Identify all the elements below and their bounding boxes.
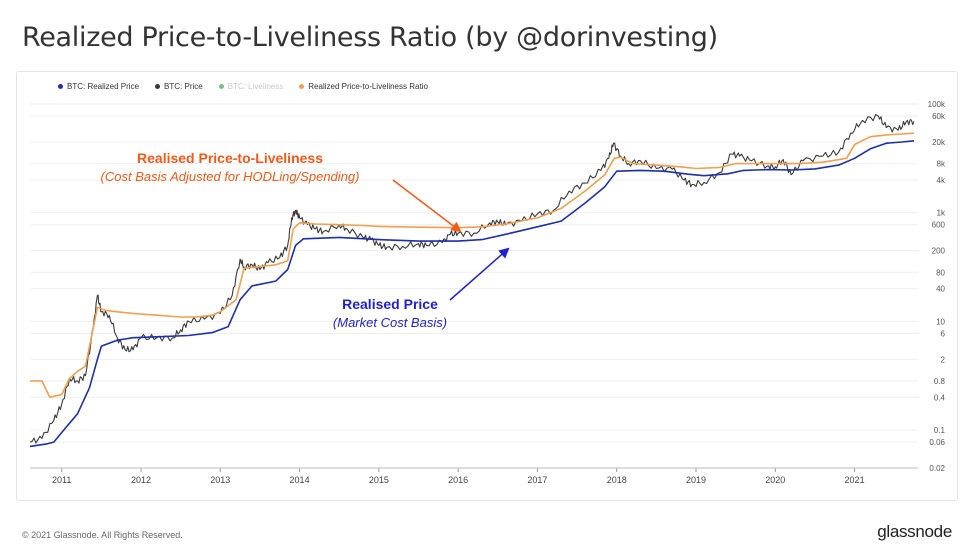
annotation-realized-subtitle: (Market Cost Basis) [332, 315, 448, 330]
x-tick-label-2018: 2018 [607, 475, 627, 485]
legend-dot-price [155, 84, 161, 89]
annotation-arrows [392, 179, 510, 301]
legend-label-realized-price: BTC: Realized Price [67, 82, 140, 91]
legend-item-realized-price[interactable]: BTC: Realized Price [58, 82, 139, 91]
x-tick-label-2015: 2015 [369, 475, 389, 485]
legend-dot-realized-price [58, 84, 63, 89]
y-tick-label-0.1: 0.1 [934, 426, 946, 435]
legend-label-ratio: Realized Price-to-Liveliness Ratio [308, 82, 428, 91]
annotation-realized: Realised Price (Market Cost Basis) [300, 296, 480, 330]
legend-item-ratio[interactable]: Realized Price-to-Liveliness Ratio [299, 82, 428, 91]
legend-label-liveliness: BTC: Liveliness [227, 82, 284, 91]
y-tick-label-20k: 20k [932, 138, 946, 147]
x-axis-ticks: 2011 2012 2013 2014 2015 2016 2017 2018 2019 2020… [30, 467, 918, 485]
page-title: Realized Price-to-Liveliness Ratio (by @… [22, 22, 718, 53]
chart-frame [16, 71, 958, 501]
y-tick-label-4k: 4k [937, 176, 946, 185]
y-tick-label-8k: 8k [937, 160, 946, 169]
arrow-to-ratio-line [392, 179, 462, 233]
y-tick-label-60k: 60k [932, 112, 946, 121]
legend-item-liveliness[interactable]: BTC: Liveliness [218, 82, 284, 91]
x-tick-label-2012: 2012 [131, 475, 151, 485]
chart-legend: BTC: Realized Price BTC: Price BTC: Live… [58, 82, 428, 91]
arrow-to-realized-line [449, 247, 510, 301]
y-tick-label-0.06: 0.06 [929, 438, 945, 447]
y-tick-label-200: 200 [932, 247, 946, 256]
legend-dot-liveliness [218, 84, 224, 89]
x-tick-label-2013: 2013 [210, 475, 230, 485]
legend-dot-ratio [299, 84, 305, 89]
legend-label-price: BTC: Price [164, 82, 203, 91]
y-tick-label-80: 80 [936, 268, 945, 277]
series-line-ratio [30, 132, 915, 399]
x-tick-label-2014: 2014 [290, 475, 310, 485]
x-tick-label-2011: 2011 [52, 475, 71, 485]
y-tick-label-1k: 1k [937, 209, 946, 218]
y-tick-label-2: 2 [941, 355, 946, 364]
series-line-realized [29, 140, 915, 448]
x-tick-label-2017: 2017 [527, 475, 547, 485]
y-tick-label-0.4: 0.4 [934, 393, 946, 402]
y-tick-label-100k: 100k [928, 100, 946, 109]
series-lines [29, 114, 915, 448]
y-axis-ticks: 0.02 0.06 0.1 0.4 0.8 2 6 10 40 80 200 600 1k 4k 8k 20k… [928, 100, 946, 473]
y-tick-label-0.8: 0.8 [934, 377, 946, 386]
glassnode-logo: glassnode [877, 522, 952, 541]
copyright: © 2021 Glassnode. All Rights Reserved. [22, 530, 183, 540]
x-tick-label-2020: 2020 [765, 475, 785, 485]
y-tick-label-10: 10 [936, 317, 945, 326]
annotation-realized-title: Realised Price [342, 296, 438, 312]
annotation-ratio: Realised Price-to-Liveliness (Cost Basis… [60, 150, 400, 184]
x-tick-label-2021: 2021 [845, 475, 865, 485]
legend-item-price[interactable]: BTC: Price [155, 82, 203, 91]
annotation-ratio-title: Realised Price-to-Liveliness [137, 150, 323, 166]
y-tick-label-6: 6 [941, 329, 946, 338]
x-tick-label-2016: 2016 [448, 475, 468, 485]
x-tick-label-2019: 2019 [686, 475, 706, 485]
annotation-ratio-subtitle: (Cost Basis Adjusted for HODLing/Spendin… [100, 169, 360, 184]
y-tick-label-600: 600 [932, 221, 946, 230]
y-tick-label-40: 40 [936, 285, 945, 294]
y-tick-label-0.02: 0.02 [929, 464, 945, 473]
